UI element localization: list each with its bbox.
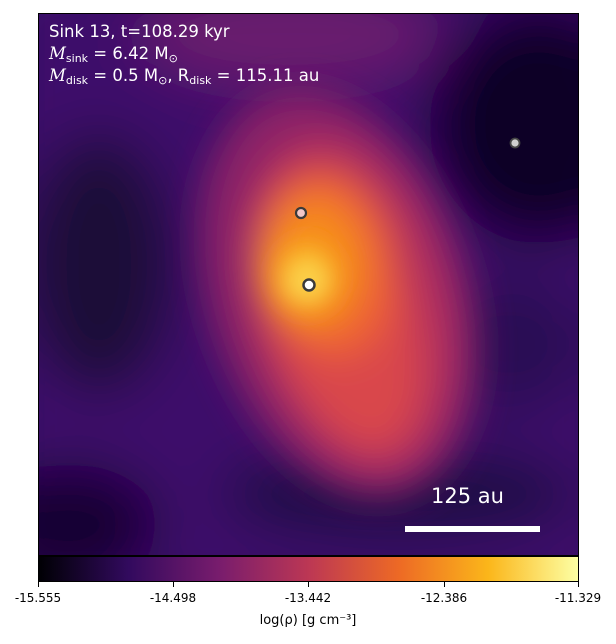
disk-params-label: Mdisk = 0.5 M⊙, Rdisk = 115.11 au [49,66,320,87]
sink-tertiary-marker [509,137,521,149]
scalebar-label: 125 au [431,484,504,508]
colorbar-tick [308,582,309,587]
colorbar-tick-label: -12.386 [420,591,468,605]
sink-mass-label: Msink = 6.42 M⊙ [49,44,178,65]
colorbar-tick [444,582,445,587]
colorbar-tick [38,582,39,587]
colorbar [38,556,579,582]
scalebar [405,526,540,532]
colorbar-tick-label: -15.555 [14,591,62,605]
sink-title: Sink 13, t=108.29 kyr [49,22,230,41]
colorbar-label: log(ρ) [g cm⁻³] [259,613,357,628]
density-map [39,14,578,555]
colorbar-tick [578,582,579,587]
colorbar-tick-label: -14.498 [149,591,197,605]
colorbar-tick-label: -13.442 [284,591,332,605]
colorbar-tick-label: -11.329 [554,591,602,605]
density-map-panel: Sink 13, t=108.29 kyr Msink = 6.42 M⊙ Md… [38,13,579,556]
sink-secondary-marker [294,206,308,220]
sink-primary-marker [302,278,316,292]
colorbar-tick [173,582,174,587]
